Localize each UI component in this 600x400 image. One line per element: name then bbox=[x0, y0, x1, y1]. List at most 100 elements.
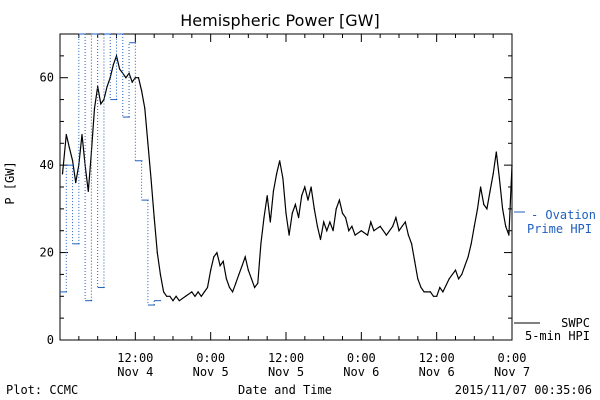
swpc-hpi-point bbox=[210, 269, 212, 271]
plot-frame bbox=[59, 33, 513, 341]
swpc-hpi-point bbox=[257, 282, 259, 284]
swpc-hpi-point bbox=[298, 217, 300, 219]
swpc-hpi-point bbox=[373, 230, 375, 232]
swpc-hpi-point bbox=[436, 295, 438, 297]
swpc-hpi-point bbox=[492, 173, 494, 175]
x-tick-label-date: Nov 6 bbox=[343, 365, 379, 379]
x-tick-label-date: Nov 7 bbox=[494, 365, 530, 379]
swpc-hpi-point bbox=[65, 133, 67, 136]
swpc-hpi-point bbox=[407, 234, 409, 236]
x-tick-label-time: 0:00 bbox=[196, 351, 225, 365]
swpc-hpi-point bbox=[197, 291, 199, 293]
swpc-hpi-point bbox=[348, 230, 350, 232]
swpc-hpi-point bbox=[260, 243, 262, 245]
swpc-hpi-point bbox=[301, 195, 303, 197]
swpc-hpi-point bbox=[392, 225, 394, 227]
swpc-hpi-point bbox=[266, 195, 268, 197]
swpc-hpi-point bbox=[216, 252, 218, 254]
swpc-hpi-point bbox=[279, 160, 281, 162]
swpc-hpi-point bbox=[345, 217, 347, 219]
swpc-hpi-point bbox=[109, 77, 111, 79]
y-tick-label: 20 bbox=[40, 246, 54, 260]
swpc-hpi-point bbox=[141, 90, 143, 92]
swpc-hpi-point bbox=[498, 177, 500, 179]
swpc-hpi-point bbox=[429, 291, 431, 293]
y-tick-label: 0 bbox=[47, 333, 54, 347]
swpc-hpi-point bbox=[153, 217, 155, 219]
chart-title: Hemispheric Power [GW] bbox=[180, 11, 379, 30]
y-tick-label: 60 bbox=[40, 71, 54, 85]
swpc-hpi-point bbox=[323, 221, 325, 223]
swpc-hpi-point bbox=[486, 208, 488, 210]
swpc-hpi-point bbox=[134, 77, 136, 79]
swpc-hpi-point bbox=[125, 77, 127, 79]
swpc-hpi-line bbox=[61, 53, 513, 302]
x-tick-label-date: Nov 6 bbox=[419, 365, 455, 379]
swpc-hpi-point bbox=[244, 256, 246, 258]
swpc-hpi-point bbox=[338, 199, 340, 201]
x-tick-label-time: 12:00 bbox=[268, 351, 304, 365]
swpc-hpi-point bbox=[467, 256, 469, 258]
swpc-hpi-point bbox=[250, 278, 253, 280]
swpc-hpi-point bbox=[326, 230, 328, 232]
swpc-hpi-point bbox=[90, 151, 92, 153]
swpc-hpi-point bbox=[185, 295, 187, 297]
swpc-hpi-point bbox=[291, 212, 293, 214]
swpc-hpi-point bbox=[254, 286, 256, 289]
swpc-hpi-point bbox=[476, 208, 479, 210]
swpc-hpi-point bbox=[505, 225, 507, 227]
swpc-hpi-point bbox=[103, 99, 105, 101]
swpc-hpi-point bbox=[87, 190, 89, 192]
swpc-hpi-point bbox=[332, 230, 334, 232]
legend-swpc-line1: SWPC bbox=[561, 316, 590, 330]
swpc-hpi-point bbox=[200, 295, 202, 297]
swpc-hpi-point bbox=[222, 260, 224, 262]
swpc-hpi-point bbox=[464, 265, 466, 267]
swpc-hpi-point bbox=[241, 265, 243, 267]
x-axis-label: Date and Time bbox=[238, 383, 332, 397]
swpc-hpi-point bbox=[470, 243, 472, 245]
swpc-hpi-point bbox=[225, 278, 227, 280]
swpc-hpi-point bbox=[367, 234, 369, 236]
swpc-hpi-point bbox=[84, 164, 86, 166]
swpc-hpi-point bbox=[454, 269, 457, 271]
swpc-hpi-point bbox=[448, 278, 450, 280]
swpc-hpi-point bbox=[150, 177, 152, 179]
swpc-hpi-point bbox=[272, 190, 274, 192]
swpc-hpi-point bbox=[461, 273, 463, 275]
y-axis-label: P [GW] bbox=[3, 161, 17, 204]
swpc-hpi-point bbox=[228, 286, 231, 289]
swpc-hpi-point bbox=[72, 160, 74, 162]
footer-credit: Plot: CCMC bbox=[6, 383, 78, 397]
swpc-hpi-point bbox=[166, 295, 168, 297]
swpc-hpi-point bbox=[480, 186, 482, 188]
swpc-hpi-point bbox=[398, 230, 400, 232]
swpc-hpi-point bbox=[232, 291, 234, 293]
swpc-hpi-point bbox=[304, 186, 306, 188]
x-tick-label-time: 0:00 bbox=[498, 351, 527, 365]
swpc-hpi-point bbox=[238, 273, 240, 275]
legend-ovation-line2: Prime HPI bbox=[527, 222, 592, 236]
swpc-hpi-point bbox=[310, 186, 312, 188]
swpc-hpi-point bbox=[423, 291, 425, 293]
swpc-hpi-point bbox=[163, 291, 165, 293]
swpc-hpi-point bbox=[316, 225, 318, 227]
legend-ovation-line1: - Ovation bbox=[531, 208, 596, 222]
legend-swpc-line2: 5-min HPI bbox=[525, 329, 590, 343]
x-tick-label-date: Nov 4 bbox=[117, 365, 153, 379]
swpc-hpi-point bbox=[294, 203, 296, 206]
swpc-hpi-point bbox=[385, 234, 387, 236]
swpc-hpi-point bbox=[483, 203, 485, 206]
swpc-hpi-point bbox=[370, 221, 372, 223]
swpc-hpi-point bbox=[156, 252, 158, 254]
swpc-hpi-point bbox=[191, 291, 193, 293]
swpc-hpi-point bbox=[276, 173, 278, 175]
swpc-hpi-point bbox=[489, 190, 491, 192]
swpc-hpi-point bbox=[235, 282, 237, 284]
footer-timestamp: 2015/11/07 00:35:06 bbox=[455, 383, 592, 397]
y-tick-label: 40 bbox=[40, 158, 54, 172]
swpc-hpi-point bbox=[206, 286, 209, 289]
swpc-hpi-point bbox=[169, 295, 171, 297]
swpc-hpi-point bbox=[511, 164, 513, 166]
swpc-hpi-point bbox=[307, 199, 309, 201]
